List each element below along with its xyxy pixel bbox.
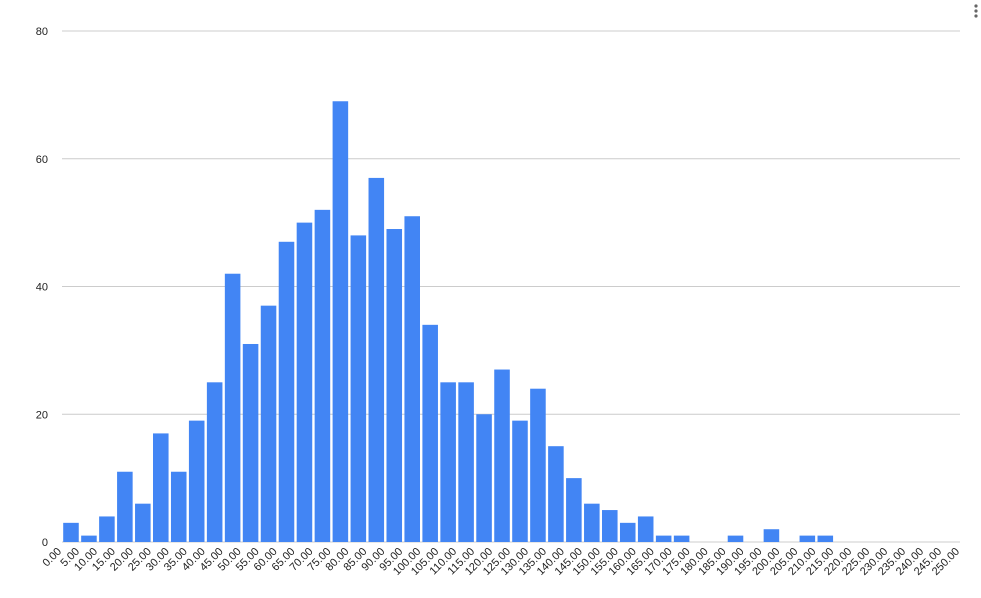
bar (619, 522, 636, 542)
bar (476, 414, 492, 542)
bar (386, 229, 403, 542)
bar (530, 388, 546, 542)
menu-dot[interactable] (974, 9, 978, 13)
bar (584, 503, 600, 542)
y-tick-label: 40 (36, 282, 48, 294)
bar (727, 535, 744, 542)
bar (206, 382, 223, 542)
bar (350, 235, 367, 542)
y-tick-label: 20 (36, 409, 48, 421)
bar (440, 382, 456, 542)
bar (81, 535, 97, 542)
bar (566, 478, 582, 542)
bar (63, 522, 79, 542)
bar (242, 343, 259, 542)
bar (404, 216, 420, 543)
bar (494, 369, 510, 542)
y-tick-label: 80 (36, 26, 48, 38)
bar (117, 471, 133, 542)
bar (673, 535, 690, 542)
bar (153, 433, 169, 542)
menu-dot[interactable] (974, 14, 978, 18)
bar (260, 305, 277, 542)
y-tick-label: 0 (42, 537, 48, 549)
bar (278, 241, 295, 542)
bar (99, 516, 115, 542)
bar (368, 177, 385, 542)
bar (296, 222, 313, 542)
bar (314, 209, 331, 542)
bar (602, 510, 618, 542)
bar (135, 503, 151, 542)
bar (548, 446, 564, 542)
bar (637, 516, 654, 542)
bar (188, 420, 205, 542)
bar (422, 324, 438, 542)
bar (799, 535, 816, 542)
bar (224, 273, 241, 542)
bar (458, 382, 474, 542)
bar (512, 420, 528, 542)
bar (655, 535, 672, 542)
bar (817, 535, 834, 542)
menu-dot[interactable] (974, 4, 978, 8)
bar (170, 471, 187, 542)
y-tick-label: 60 (36, 154, 48, 166)
bar (763, 529, 780, 542)
bar (332, 101, 349, 542)
